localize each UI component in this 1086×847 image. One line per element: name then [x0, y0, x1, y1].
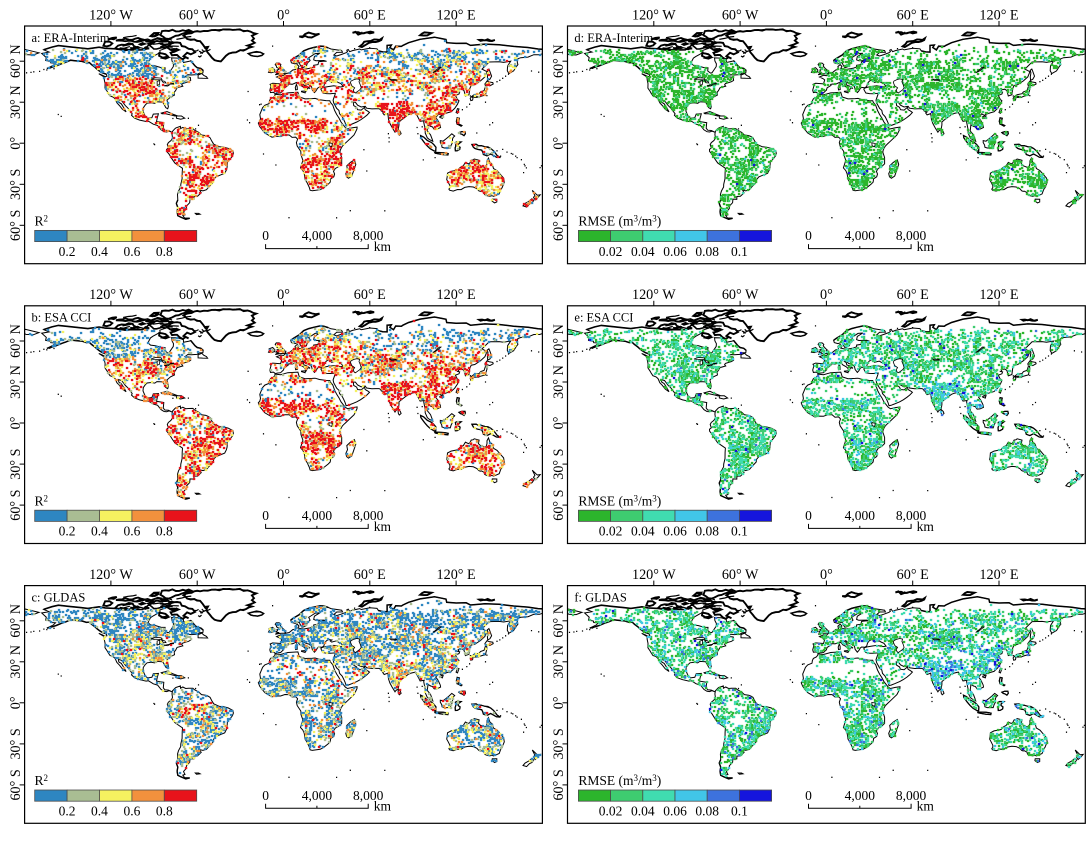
svg-text:d: ERA-Interim: d: ERA-Interim: [574, 31, 653, 45]
svg-text:e: ESA CCI: e: ESA CCI: [574, 311, 633, 325]
svg-text:a: ERA-Interim: a: ERA-Interim: [32, 31, 110, 45]
svg-text:f: GLDAS: f: GLDAS: [574, 590, 626, 604]
svg-text:c: GLDAS: c: GLDAS: [32, 590, 86, 604]
svg-text:b: ESA CCI: b: ESA CCI: [32, 311, 92, 325]
